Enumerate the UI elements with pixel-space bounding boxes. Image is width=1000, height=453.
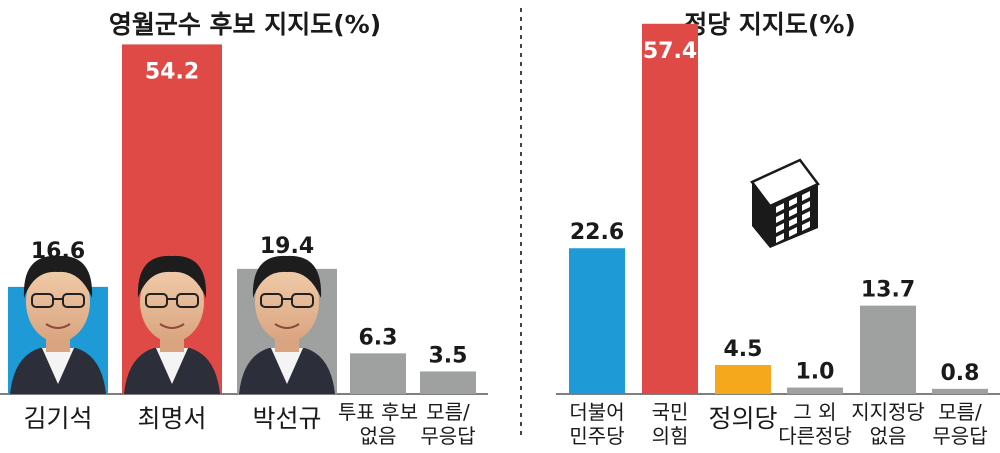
bar <box>642 23 698 395</box>
data-label: 22.6 <box>570 220 624 245</box>
data-label: 19.4 <box>260 234 314 259</box>
data-label: 6.3 <box>359 325 398 350</box>
data-label: 4.5 <box>724 337 763 362</box>
category-label: 국민 의힘 <box>652 400 689 448</box>
bar <box>860 305 916 394</box>
bar <box>715 364 771 394</box>
data-label: 57.4 <box>643 39 697 64</box>
category-label: 박선규 <box>252 404 321 433</box>
data-label: 54.2 <box>145 59 199 84</box>
building-icon <box>750 158 820 248</box>
bar <box>787 387 843 394</box>
candidate-support-chart: 영월군수 후보 지지도(%) 16.6 김기석 54.2 최명서 19.4 박선규 6.3 투표… <box>0 10 488 448</box>
category-label: 모름/무응답 <box>420 400 475 448</box>
candidate-photo-icon <box>122 255 222 394</box>
category-label: 모름/무응답 <box>932 400 987 448</box>
data-label: 13.7 <box>861 278 915 303</box>
candidate-photo-icon <box>8 255 108 394</box>
category-label: 더불어 민주당 <box>569 400 624 448</box>
category-label: 그 외 다른정당 <box>778 400 852 448</box>
bar <box>420 371 476 394</box>
bar <box>569 248 625 394</box>
category-label: 투표 후보 없음 <box>338 400 418 448</box>
category-label: 정의당 <box>708 404 777 433</box>
category-label: 지지정당 없음 <box>851 400 925 448</box>
bar <box>932 388 988 394</box>
bar <box>350 353 406 394</box>
chart-title: 영월군수 후보 지지도(%) <box>109 10 381 39</box>
category-label: 최명서 <box>137 404 206 433</box>
data-label: 1.0 <box>796 360 835 385</box>
data-label: 0.8 <box>941 361 980 386</box>
data-label: 16.6 <box>31 239 85 264</box>
data-label: 3.5 <box>429 343 468 368</box>
chart-title: 정당 지지도(%) <box>684 10 856 39</box>
candidate-photo-icon <box>237 255 337 394</box>
category-label: 김기석 <box>23 404 92 433</box>
